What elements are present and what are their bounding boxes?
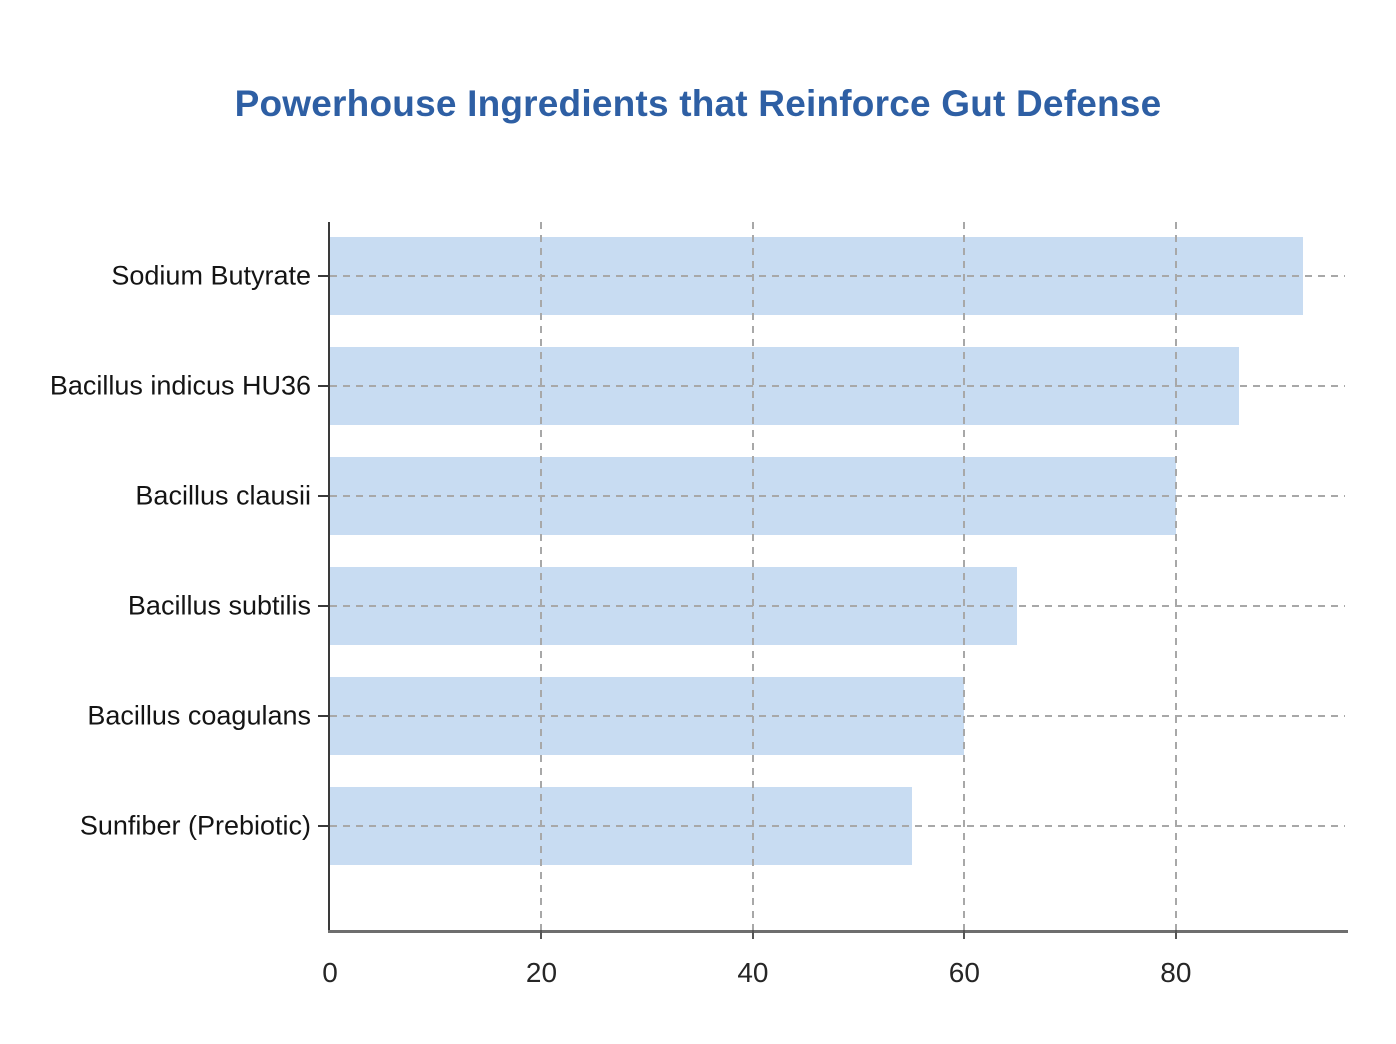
category-gridline [330, 275, 1345, 277]
x-axis-tick-60 [963, 930, 966, 939]
x-tick-label-60: 60 [948, 957, 980, 988]
category-tick [318, 385, 329, 387]
chart-title: Powerhouse Ingredients that Reinforce Gu… [234, 83, 1162, 124]
gridline-80 [1174, 222, 1177, 930]
x-tick-label-20: 20 [525, 957, 558, 988]
x-axis-tick-80 [1174, 930, 1177, 939]
category-tick [318, 715, 329, 717]
x-tick-label-80: 80 [1160, 957, 1192, 988]
category-label: Bacillus coagulans [87, 700, 311, 731]
x-axis-line [328, 930, 1348, 933]
bar-row: Bacillus coagulans [87, 677, 1345, 755]
bar-row: Sodium Butyrate [111, 237, 1345, 315]
category-tick [318, 825, 329, 827]
category-tick [318, 275, 329, 277]
x-axis-tick-20 [540, 930, 543, 939]
x-tick-label-40: 40 [737, 957, 769, 988]
category-tick [318, 605, 329, 607]
plot-area: Sodium Butyrate Bacillus indicus HU36 Baci… [50, 222, 1348, 939]
category-label: Bacillus clausii [135, 480, 311, 511]
bar-row: Bacillus clausii [135, 457, 1345, 535]
gridline-60 [963, 222, 966, 930]
category-gridline [330, 715, 1345, 717]
category-gridline [330, 385, 1345, 387]
category-gridline [330, 825, 1345, 827]
category-label: Sunfiber (Prebiotic) [79, 810, 311, 841]
category-label: Bacillus indicus HU36 [49, 370, 311, 401]
category-label: Bacillus subtilis [127, 590, 311, 621]
category-gridline [330, 495, 1345, 497]
bar-row: Bacillus indicus HU36 [50, 347, 1345, 425]
x-tick-label-0: 0 [322, 957, 338, 988]
bar-row: Bacillus subtilis [128, 567, 1345, 645]
bar-row: Sunfiber (Prebiotic) [80, 787, 1345, 865]
category-gridline [330, 605, 1345, 607]
category-tick [318, 495, 329, 497]
gridline-20 [540, 222, 543, 930]
category-label: Sodium Butyrate [111, 260, 311, 291]
x-axis-tick-40 [751, 930, 754, 939]
gridline-40 [751, 222, 754, 930]
x-axis-tick-labels: 0 20 40 60 80 [322, 957, 1345, 997]
y-axis-line [328, 222, 330, 930]
